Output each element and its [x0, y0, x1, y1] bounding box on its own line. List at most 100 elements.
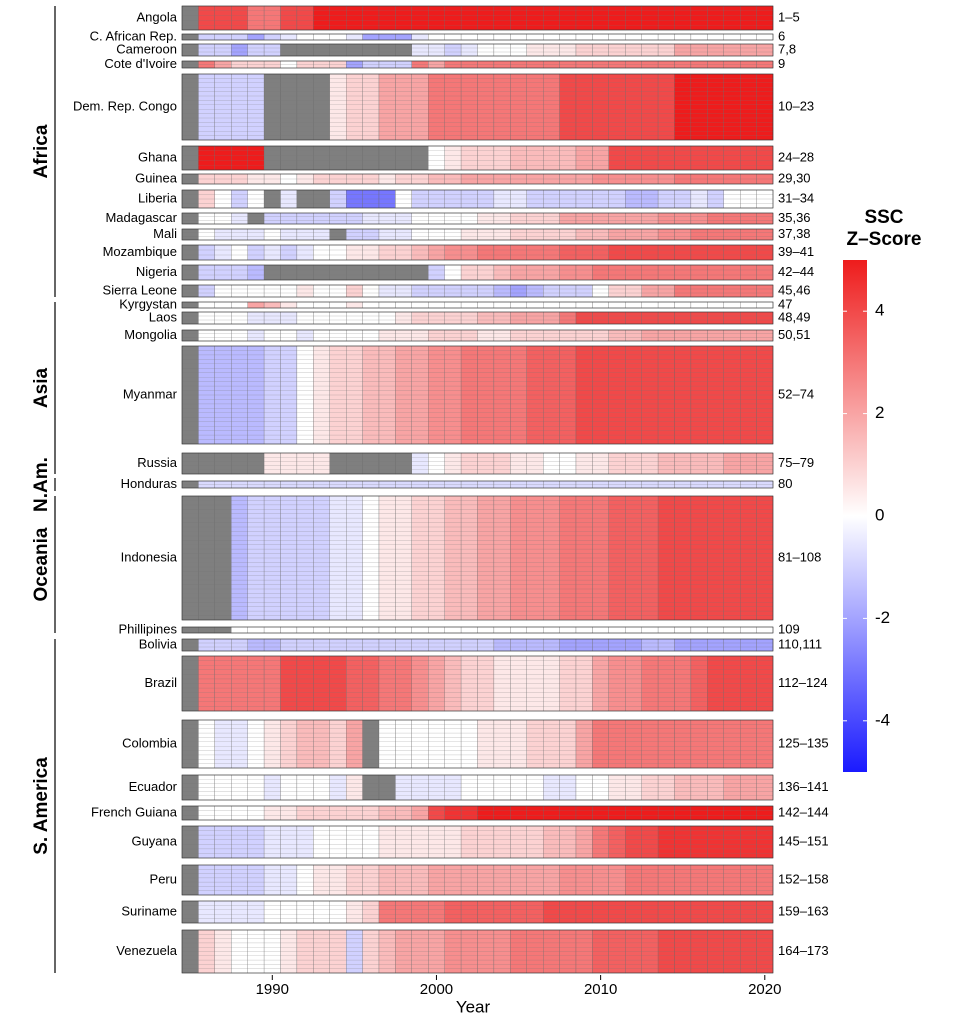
- cell: [477, 33, 495, 41]
- cell: [411, 626, 429, 634]
- cell: [214, 301, 232, 309]
- cell: [346, 33, 363, 41]
- cell: [247, 212, 265, 225]
- cell: [181, 212, 199, 225]
- cell: [723, 626, 741, 634]
- cell: [707, 900, 724, 924]
- cell: [608, 626, 626, 634]
- cell: [313, 638, 330, 652]
- cell: [395, 805, 412, 821]
- cell: [690, 5, 708, 31]
- cell: [362, 43, 380, 57]
- cell: [526, 264, 544, 281]
- cell: [444, 264, 462, 281]
- cell: [707, 311, 724, 325]
- country-label: Bolivia: [139, 636, 178, 651]
- cell: [411, 5, 429, 31]
- cell: [444, 301, 462, 309]
- cell: [231, 900, 248, 924]
- cell: [477, 212, 495, 225]
- cell: [231, 311, 248, 325]
- country-label: Phillipines: [118, 621, 177, 636]
- cell: [510, 284, 527, 298]
- cell: [460, 228, 478, 241]
- country-block: [181, 264, 774, 281]
- country-label: Cameroon: [116, 41, 177, 56]
- cell: [477, 73, 495, 141]
- cell: [740, 329, 757, 342]
- cell: [313, 145, 330, 171]
- cell: [740, 864, 757, 896]
- cell: [444, 284, 462, 298]
- cell: [181, 825, 199, 859]
- cell: [625, 73, 642, 141]
- cell: [231, 244, 248, 261]
- country-block: [181, 774, 774, 801]
- cell: [428, 626, 445, 634]
- cell: [346, 145, 363, 171]
- cell: [723, 301, 741, 309]
- cell: [395, 284, 412, 298]
- cell: [657, 900, 675, 924]
- cell: [247, 73, 265, 141]
- cell: [181, 145, 199, 171]
- block-frame: [181, 301, 774, 309]
- cell: [559, 329, 577, 342]
- cell: [510, 805, 527, 821]
- block-frame: [181, 452, 774, 475]
- cell: [346, 73, 363, 141]
- cell: [526, 73, 544, 141]
- cell: [510, 864, 527, 896]
- cell: [674, 864, 692, 896]
- cell: [378, 264, 396, 281]
- cell: [657, 284, 675, 298]
- cell: [592, 264, 609, 281]
- cell: [444, 33, 462, 41]
- cell: [674, 212, 692, 225]
- cell: [559, 5, 577, 31]
- cell: [756, 228, 774, 241]
- cell: [543, 329, 560, 342]
- cell: [280, 329, 298, 342]
- cell: [608, 244, 626, 261]
- cell: [740, 719, 757, 769]
- cell: [625, 719, 642, 769]
- cell: [575, 864, 593, 896]
- cell: [641, 825, 659, 859]
- cell: [362, 145, 380, 171]
- country-label: Indonesia: [121, 549, 178, 564]
- cell: [674, 805, 692, 821]
- cell: [559, 719, 577, 769]
- cell: [181, 900, 199, 924]
- cell: [296, 212, 314, 225]
- cell: [477, 825, 495, 859]
- cell: [280, 5, 298, 31]
- block-frame: [181, 173, 774, 185]
- cell: [592, 73, 609, 141]
- cell: [657, 329, 675, 342]
- range-label: 81–108: [778, 549, 821, 564]
- x-tick-label: 2020: [748, 981, 781, 998]
- cell: [641, 329, 659, 342]
- range-label: 45,46: [778, 282, 811, 297]
- range-label: 164–173: [778, 943, 829, 958]
- cell: [543, 626, 560, 634]
- cell: [608, 284, 626, 298]
- country-block: [181, 929, 774, 974]
- cell: [592, 900, 609, 924]
- range-label: 145–151: [778, 833, 829, 848]
- cell: [674, 329, 692, 342]
- cell: [313, 73, 330, 141]
- cell: [198, 864, 215, 896]
- cell: [329, 452, 347, 475]
- cell: [493, 329, 511, 342]
- range-label: 37,38: [778, 226, 811, 241]
- cell: [477, 5, 495, 31]
- cell: [181, 329, 199, 342]
- cell: [231, 5, 248, 31]
- cell: [674, 825, 692, 859]
- cell: [280, 825, 298, 859]
- cell: [444, 228, 462, 241]
- cell: [444, 825, 462, 859]
- cell: [460, 900, 478, 924]
